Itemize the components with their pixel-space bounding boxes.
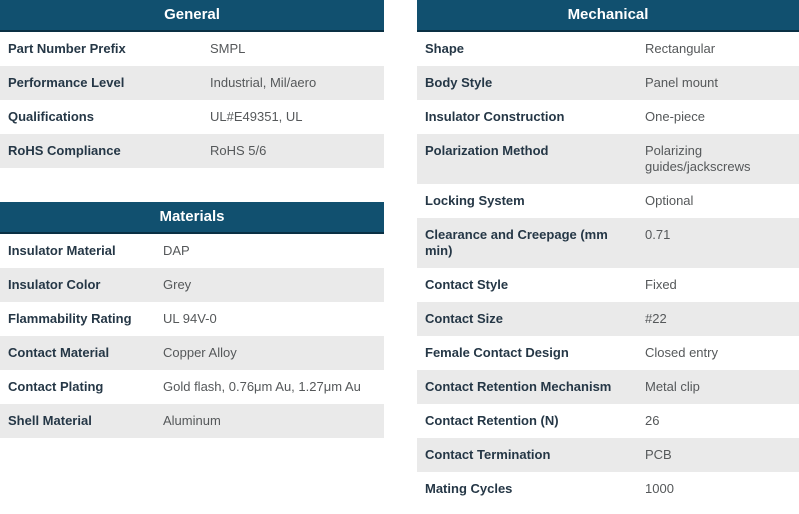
spec-row: Shape Rectangular [417, 32, 799, 66]
spec-label: Shape [425, 41, 465, 56]
spec-row: RoHS Compliance RoHS 5/6 [0, 134, 384, 168]
spec-label: Contact Retention (N) [425, 413, 559, 428]
spec-row: Contact Termination PCB [417, 438, 799, 472]
spec-label: Insulator Color [8, 277, 101, 292]
spec-label: Qualifications [8, 109, 94, 124]
spec-label: Contact Size [425, 311, 504, 326]
spec-value: RoHS 5/6 [210, 143, 267, 158]
spec-label: Flammability Rating [8, 311, 132, 326]
spec-value: Gold flash, 0.76μm Au, 1.27μm Au [163, 379, 361, 394]
spec-label: Part Number Prefix [8, 41, 126, 56]
spec-row: Female Contact Design Closed entry [417, 336, 799, 370]
mechanical-table-title: Mechanical [417, 0, 799, 32]
spec-label: Clearance and Creepage (mm min) [425, 227, 608, 258]
spec-row: Mating Cycles 1000 [417, 472, 799, 506]
spec-label: Contact Termination [425, 447, 551, 462]
spec-row: Performance Level Industrial, Mil/aero [0, 66, 384, 100]
materials-table-rows: Insulator Material DAP Insulator Color Grey… [0, 234, 384, 438]
spec-value: DAP [163, 243, 190, 258]
spec-row: Contact Size #22 [417, 302, 799, 336]
spec-value: 1000 [645, 481, 674, 496]
spec-label: Locking System [425, 193, 525, 208]
spec-row: Contact Plating Gold flash, 0.76μm Au, 1.… [0, 370, 384, 404]
spec-label: Performance Level [8, 75, 125, 90]
spec-row: Clearance and Creepage (mm min) 0.71 [417, 218, 799, 268]
spec-row: Contact Retention (N) 26 [417, 404, 799, 438]
left-column: General Part Number Prefix SMPL Performanc… [0, 0, 384, 506]
spec-label: Shell Material [8, 413, 92, 428]
spec-value: 26 [645, 413, 660, 428]
spec-row: Qualifications UL#E49351, UL [0, 100, 384, 134]
spec-label: Insulator Construction [425, 109, 565, 124]
spec-label: Contact Retention Mechanism [425, 379, 612, 394]
spec-label: RoHS Compliance [8, 143, 121, 158]
spec-row: Shell Material Aluminum [0, 404, 384, 438]
spec-value: One-piece [645, 109, 705, 124]
spec-value: Rectangular [645, 41, 716, 56]
spec-row: Part Number Prefix SMPL [0, 32, 384, 66]
spec-row: Insulator Material DAP [0, 234, 384, 268]
general-table: General Part Number Prefix SMPL Performanc… [0, 0, 384, 168]
spec-row: Contact Material Copper Alloy [0, 336, 384, 370]
general-table-rows: Part Number Prefix SMPL Performance Level I… [0, 32, 384, 168]
spec-row: Insulator Construction One-piece [417, 100, 799, 134]
spec-value: Copper Alloy [163, 345, 237, 360]
spec-label: Body Style [425, 75, 493, 90]
spec-label: Mating Cycles [425, 481, 513, 496]
spec-value: Optional [645, 193, 694, 208]
spec-row: Body Style Panel mount [417, 66, 799, 100]
mechanical-table-rows: Shape Rectangular Body Style Panel mount Ins… [417, 32, 799, 506]
spec-row: Insulator Color Grey [0, 268, 384, 302]
mechanical-table: Mechanical Shape Rectangular Body Style Pan… [417, 0, 799, 506]
spec-value: Industrial, Mil/aero [210, 75, 317, 90]
spec-label: Female Contact Design [425, 345, 569, 360]
materials-table: Materials Insulator Material DAP Insulator… [0, 202, 384, 438]
spec-value: Fixed [645, 277, 677, 292]
spec-value: Polarizing guides/jackscrews [645, 143, 751, 174]
spec-value: Grey [163, 277, 192, 292]
spec-label: Contact Material [8, 345, 110, 360]
spec-label: Contact Plating [8, 379, 104, 394]
spec-value: 0.71 [645, 227, 671, 242]
spec-row: Flammability Rating UL 94V-0 [0, 302, 384, 336]
spec-value: UL 94V-0 [163, 311, 217, 326]
spec-value: Metal clip [645, 379, 700, 394]
spec-value: PCB [645, 447, 672, 462]
spec-label: Contact Style [425, 277, 509, 292]
spec-value: #22 [645, 311, 667, 326]
spec-value: Closed entry [645, 345, 718, 360]
spec-row: Contact Retention Mechanism Metal clip [417, 370, 799, 404]
materials-table-title: Materials [0, 202, 384, 234]
spec-value: Aluminum [163, 413, 221, 428]
spec-value: SMPL [210, 41, 246, 56]
spec-row: Polarization Method Polarizing guides/jac… [417, 134, 799, 184]
spec-label: Insulator Material [8, 243, 116, 258]
spec-row: Locking System Optional [417, 184, 799, 218]
spec-label: Polarization Method [425, 143, 549, 158]
general-table-title: General [0, 0, 384, 32]
right-column: Mechanical Shape Rectangular Body Style Pan… [417, 0, 799, 506]
spec-row: Contact Style Fixed [417, 268, 799, 302]
spec-value: UL#E49351, UL [210, 109, 303, 124]
spec-value: Panel mount [645, 75, 718, 90]
